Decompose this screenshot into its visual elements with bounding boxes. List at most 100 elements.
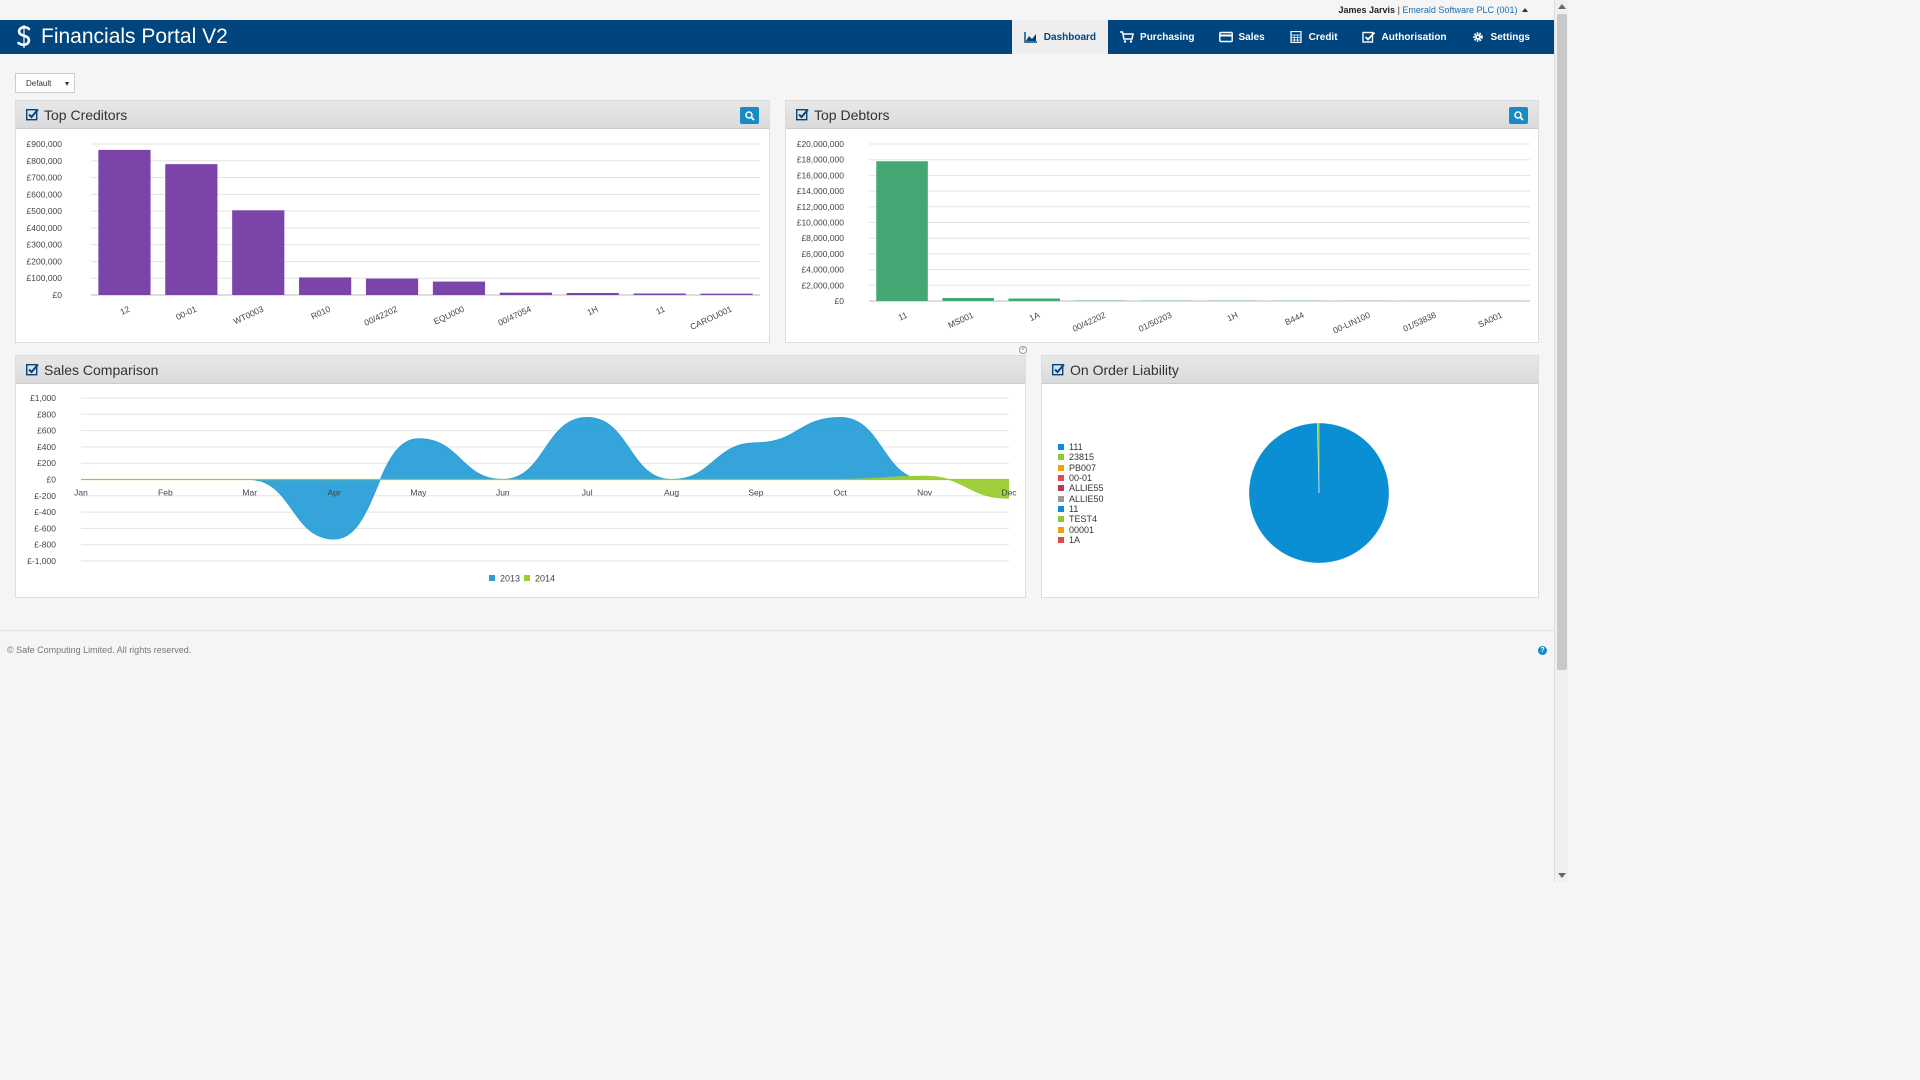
nav-credit[interactable]: Credit xyxy=(1277,20,1350,54)
scrollbar[interactable] xyxy=(1554,0,1568,882)
y-tick-label: £500,000 xyxy=(27,206,63,216)
user-name: James Jarvis xyxy=(1338,5,1396,15)
x-tick-label: Apr xyxy=(327,488,340,498)
y-tick-label: £700,000 xyxy=(27,173,63,183)
legend-swatch xyxy=(1058,536,1064,543)
search-icon xyxy=(744,110,755,121)
x-tick-label: CAROU001 xyxy=(688,304,733,332)
app-title: Financials Portal V2 xyxy=(41,25,228,48)
panel-header: Top Creditors xyxy=(16,101,769,129)
nav-label: Dashboard xyxy=(1043,31,1097,43)
panel-header: On Order Liability xyxy=(1042,356,1538,384)
legend-label: 00001 xyxy=(1069,524,1095,535)
x-tick-label: Jul xyxy=(582,488,593,498)
y-tick-label: £100,000 xyxy=(27,273,63,283)
bar xyxy=(165,164,218,295)
bar xyxy=(1008,298,1061,301)
legend-item[interactable]: 1A xyxy=(1058,535,1104,545)
y-tick-label: £-200 xyxy=(34,491,56,501)
y-tick-label: £16,000,000 xyxy=(797,170,845,180)
x-tick-label: 01/53838 xyxy=(1401,310,1438,334)
y-tick-label: £800 xyxy=(37,409,56,419)
bar xyxy=(942,298,994,301)
legend-swatch xyxy=(489,575,495,581)
x-tick-label: Oct xyxy=(834,488,848,498)
nav-label: Sales xyxy=(1238,31,1265,43)
bar xyxy=(633,293,686,295)
panel-title: On Order Liability xyxy=(1070,362,1179,378)
panel-top-debtors: Top Debtors £20,000,000 £18,000,000 £16,00… xyxy=(785,100,1539,343)
nav-dashboard[interactable]: Dashboard xyxy=(1011,20,1109,54)
legend-item[interactable]: 00-01 xyxy=(1058,473,1104,483)
bar xyxy=(232,210,285,295)
creditors-chart: £900,000 £800,000 £700,000 £600,000 £500,000… xyxy=(27,139,760,332)
y-tick-label: £200,000 xyxy=(27,256,63,266)
legend-swatch xyxy=(1058,444,1064,451)
y-tick-label: £14,000,000 xyxy=(797,186,845,196)
pie-legend: 111 23815 PB007 00-01 ALLIE55 ALLIE50 11 TEST4 0… xyxy=(1058,442,1104,545)
caret-up-icon[interactable] xyxy=(1522,8,1528,12)
x-tick-label: Jun xyxy=(496,488,510,498)
x-tick-label: MS001 xyxy=(946,310,975,331)
y-tick-label: £600,000 xyxy=(27,189,63,199)
nav-settings[interactable]: Settings xyxy=(1459,20,1542,54)
legend-label: 00-01 xyxy=(1069,473,1093,484)
y-tick-label: £800,000 xyxy=(27,156,63,166)
nav-purchasing[interactable]: Purchasing xyxy=(1108,20,1206,54)
chevron-down-icon xyxy=(65,82,69,86)
legend-item[interactable]: 23815 xyxy=(1058,452,1104,462)
y-tick-label: £4,000,000 xyxy=(801,265,844,275)
x-tick-label: 00-LIN100 xyxy=(1331,310,1371,336)
scroll-down-icon[interactable] xyxy=(1558,873,1566,878)
bar xyxy=(499,292,552,295)
nav-sales[interactable]: Sales xyxy=(1207,20,1277,54)
legend-item[interactable]: ALLIE55 xyxy=(1058,483,1104,493)
y-tick-label: £0 xyxy=(835,296,845,306)
legend-label: 1A xyxy=(1069,534,1081,545)
legend-swatch xyxy=(1058,485,1064,492)
x-tick-label: 11 xyxy=(897,310,909,323)
series-area-2013 xyxy=(81,417,1009,539)
legend-label: 2014 xyxy=(535,574,555,584)
x-tick-label: May xyxy=(410,488,427,498)
close-icon[interactable]: × xyxy=(1019,346,1027,354)
y-tick-label: £0 xyxy=(47,475,57,485)
bar xyxy=(876,161,928,301)
x-tick-label: B444 xyxy=(1283,310,1305,328)
nav-authorisation[interactable]: Authorisation xyxy=(1350,20,1459,54)
legend-item[interactable]: 00001 xyxy=(1058,524,1104,535)
x-tick-label: 00/42202 xyxy=(1071,310,1108,334)
y-tick-label: £18,000,000 xyxy=(797,155,845,165)
pie-slice xyxy=(1317,422,1320,494)
legend-item[interactable]: 111 xyxy=(1058,442,1104,452)
legend-item[interactable]: ALLIE50 xyxy=(1058,493,1104,504)
help-icon[interactable]: ? xyxy=(1538,646,1547,655)
layout-select[interactable]: Default xyxy=(15,73,75,93)
zoom-button[interactable] xyxy=(1509,107,1528,124)
y-tick-label: £1,000 xyxy=(30,393,56,403)
x-tick-label: Mar xyxy=(242,488,257,498)
check-square-icon xyxy=(1361,31,1375,43)
legend-item[interactable]: TEST4 xyxy=(1058,514,1104,524)
y-tick-label: £-1,000 xyxy=(27,556,56,566)
scroll-up-icon[interactable] xyxy=(1558,4,1566,9)
company-selector[interactable]: Emerald Software PLC (001) xyxy=(1402,5,1518,15)
x-tick-label: EQU000 xyxy=(432,304,466,327)
legend-item[interactable]: PB007 xyxy=(1058,463,1104,473)
x-tick-label: 11 xyxy=(654,304,666,317)
nav-label: Settings xyxy=(1490,31,1530,43)
nav-label: Credit xyxy=(1308,31,1338,43)
panel-title: Sales Comparison xyxy=(44,362,159,378)
legend-item[interactable]: 11 xyxy=(1058,504,1104,514)
legend-label: PB007 xyxy=(1069,462,1097,473)
legend-swatch xyxy=(1058,505,1064,512)
series-area-2014 xyxy=(81,476,1009,499)
zoom-button[interactable] xyxy=(740,107,759,124)
y-tick-label: £-600 xyxy=(34,523,56,533)
legend-label: ALLIE50 xyxy=(1069,493,1104,504)
app-header: Financials Portal V2 Dashboard Purchasin… xyxy=(0,20,1554,54)
scroll-thumb[interactable] xyxy=(1557,14,1567,670)
x-tick-label: Feb xyxy=(158,488,173,498)
x-tick-label: 1H xyxy=(1225,310,1239,324)
bar xyxy=(432,281,486,295)
